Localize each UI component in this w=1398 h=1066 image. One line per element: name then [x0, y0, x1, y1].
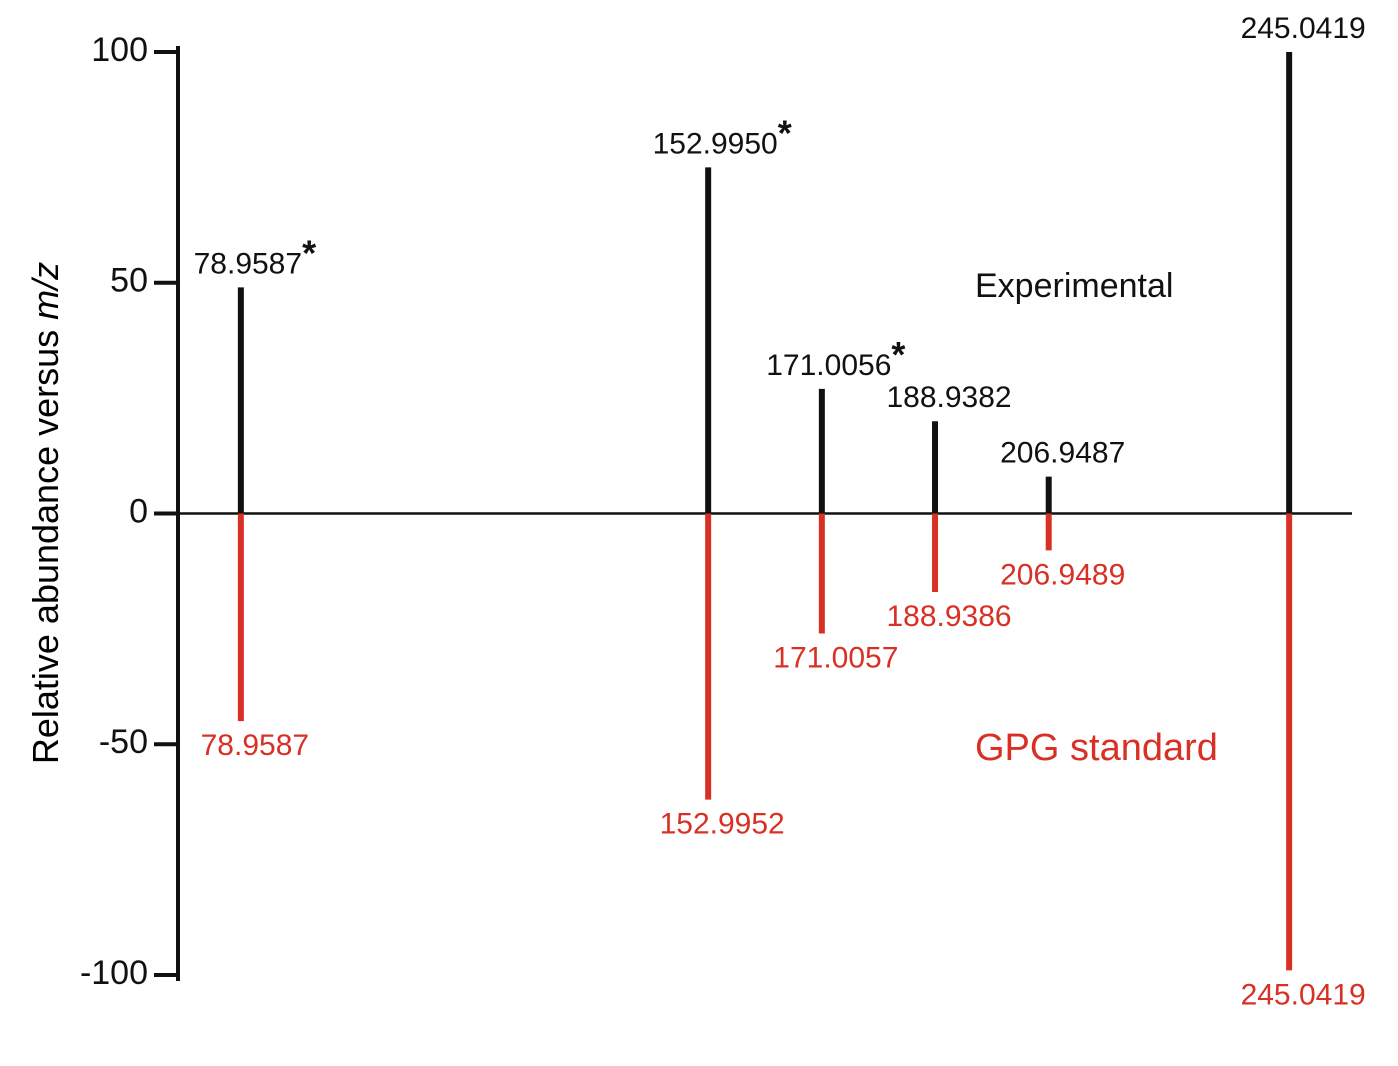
peak-label: 188.9386: [886, 600, 1011, 633]
peak-label-text: 78.9587: [194, 247, 302, 280]
peak-label: 171.0056*: [766, 333, 905, 381]
peak-label-text: 206.9489: [1000, 558, 1125, 591]
peak-label: 152.9952: [660, 808, 785, 841]
y-tick-label: -100: [80, 954, 148, 992]
peak-label-text: 152.9950: [653, 127, 778, 160]
peak-label-text: 206.9487: [1000, 437, 1125, 470]
peak-note: *: [778, 112, 792, 153]
peak-label: 206.9487: [1000, 437, 1125, 470]
peak-label-text: 152.9952: [660, 808, 785, 841]
peak-label-text: 171.0057: [773, 641, 898, 674]
peak-label: 245.0419: [1241, 12, 1366, 45]
peak-label: 206.9489: [1000, 558, 1125, 591]
peak-label: 171.0057: [773, 641, 898, 674]
peak-label: 245.0419: [1241, 978, 1366, 1011]
y-axis-label: Relative abundance versus m/z: [25, 262, 66, 764]
peak-label: 188.9382: [886, 381, 1011, 414]
peak-label-text: 171.0056: [766, 349, 891, 382]
y-axis-label-text: Relative abundance versus: [25, 330, 66, 764]
peak-label-text: 245.0419: [1241, 978, 1366, 1011]
peak-label-text: 188.9386: [886, 600, 1011, 633]
peak-label: 152.9950*: [653, 112, 792, 160]
peak-note: *: [302, 232, 316, 273]
y-axis-label-unit: m/z: [25, 262, 66, 320]
series-label: Experimental: [975, 267, 1173, 305]
y-tick-label: -50: [99, 723, 148, 761]
peak-label-text: 188.9382: [886, 381, 1011, 414]
series-label: GPG standard: [975, 727, 1218, 769]
peak-label: 78.9587: [201, 729, 309, 762]
y-tick-label: 100: [91, 31, 148, 69]
peak-label-text: 245.0419: [1241, 12, 1366, 45]
y-tick-label: 50: [110, 262, 148, 300]
peak-label: 78.9587*: [194, 232, 316, 280]
y-tick-label: 0: [129, 492, 148, 530]
peak-note: *: [891, 333, 905, 374]
peak-label-text: 78.9587: [201, 729, 309, 762]
